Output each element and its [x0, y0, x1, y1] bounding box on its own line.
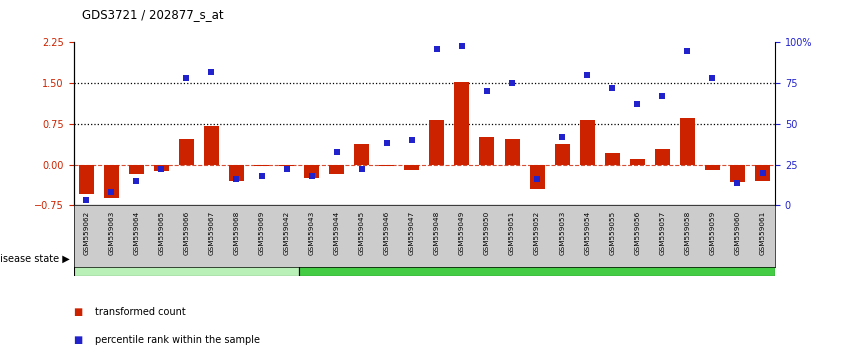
Text: GSM559044: GSM559044 [333, 210, 339, 255]
Bar [630, 159, 645, 165]
Bar [480, 137, 494, 165]
Text: GSM559046: GSM559046 [384, 210, 390, 255]
Bar [554, 144, 570, 165]
Bar [279, 165, 294, 166]
Point [405, 137, 419, 143]
Text: GSM559058: GSM559058 [684, 210, 690, 255]
Bar [304, 165, 320, 178]
Point [656, 93, 669, 99]
Bar [354, 144, 369, 165]
Point [455, 43, 469, 48]
Text: GSM559056: GSM559056 [634, 210, 640, 255]
Point [204, 69, 218, 75]
Bar [154, 165, 169, 171]
Bar [529, 165, 545, 189]
Text: GSM559065: GSM559065 [158, 210, 165, 255]
Text: GSM559043: GSM559043 [308, 210, 314, 255]
Bar [705, 165, 720, 170]
Bar [680, 119, 695, 165]
Point [229, 176, 243, 182]
Text: GSM559059: GSM559059 [709, 210, 715, 255]
Point [480, 88, 494, 94]
Point [555, 134, 569, 140]
Text: disease state ▶: disease state ▶ [0, 253, 69, 263]
Text: GSM559069: GSM559069 [259, 210, 264, 255]
Bar [455, 82, 469, 165]
Text: GSM559049: GSM559049 [459, 210, 465, 255]
Text: GDS3721 / 202877_s_at: GDS3721 / 202877_s_at [82, 8, 224, 21]
Bar [254, 165, 269, 166]
Bar [655, 149, 670, 165]
Bar [755, 165, 770, 181]
Point [380, 141, 394, 146]
Bar [404, 165, 419, 170]
Text: GSM559050: GSM559050 [484, 210, 490, 255]
Point [255, 173, 268, 179]
Text: GSM559055: GSM559055 [610, 210, 615, 255]
Point [355, 167, 369, 172]
Text: GSM559052: GSM559052 [534, 210, 540, 255]
Text: GSM559042: GSM559042 [283, 210, 289, 255]
Bar [204, 126, 219, 165]
Bar [329, 165, 344, 175]
Text: GSM559054: GSM559054 [585, 210, 590, 255]
Bar [74, 241, 299, 276]
Text: GSM559057: GSM559057 [659, 210, 665, 255]
Text: pPR: pPR [527, 253, 548, 263]
Text: GSM559067: GSM559067 [209, 210, 215, 255]
Point [630, 102, 644, 107]
Bar [730, 165, 745, 182]
Point [681, 48, 695, 53]
Text: ■: ■ [74, 335, 83, 345]
Point [129, 178, 143, 184]
Text: GSM559053: GSM559053 [559, 210, 565, 255]
Text: GSM559060: GSM559060 [734, 210, 740, 255]
Bar [379, 165, 394, 166]
Bar [299, 241, 775, 276]
Point [79, 198, 93, 203]
Bar [129, 165, 144, 175]
Text: GSM559068: GSM559068 [234, 210, 239, 255]
Text: GSM559063: GSM559063 [108, 210, 114, 255]
Point [179, 75, 193, 81]
Point [154, 167, 168, 172]
Bar [430, 120, 444, 165]
Bar [579, 120, 595, 165]
Text: GSM559045: GSM559045 [359, 210, 365, 255]
Text: GSM559047: GSM559047 [409, 210, 415, 255]
Point [305, 173, 319, 179]
Text: GSM559066: GSM559066 [184, 210, 190, 255]
Point [706, 75, 720, 81]
Point [505, 80, 519, 86]
Point [530, 176, 544, 182]
Bar [179, 138, 194, 165]
Text: GSM559062: GSM559062 [83, 210, 89, 255]
Bar [79, 165, 94, 194]
Bar [229, 165, 244, 181]
Point [104, 189, 118, 195]
Text: ■: ■ [74, 307, 83, 316]
Point [430, 46, 443, 52]
Text: GSM559048: GSM559048 [434, 210, 440, 255]
Point [605, 85, 619, 91]
Point [731, 180, 745, 185]
Point [280, 167, 294, 172]
Point [756, 170, 770, 176]
Point [580, 72, 594, 78]
Text: transformed count: transformed count [95, 307, 186, 316]
Text: GSM559051: GSM559051 [509, 210, 515, 255]
Text: GSM559064: GSM559064 [133, 210, 139, 255]
Text: GSM559061: GSM559061 [759, 210, 766, 255]
Point [330, 149, 344, 154]
Text: percentile rank within the sample: percentile rank within the sample [95, 335, 261, 345]
Bar [604, 153, 620, 165]
Bar [505, 138, 520, 165]
Bar [104, 165, 119, 198]
Text: pCR: pCR [175, 253, 197, 263]
